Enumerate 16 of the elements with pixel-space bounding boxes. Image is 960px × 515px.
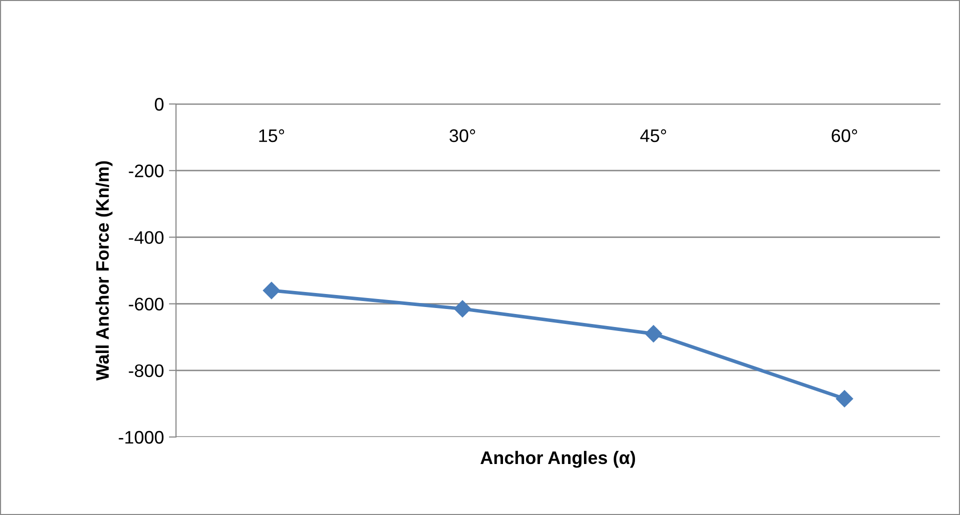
y-tick-label: -200 bbox=[128, 164, 164, 178]
point bbox=[644, 325, 662, 342]
x-axis-title: Anchor Angles (α) bbox=[480, 450, 636, 468]
y-tick-label: -800 bbox=[128, 364, 164, 378]
y-tick-label: -1000 bbox=[118, 430, 164, 444]
y-tick-label: -600 bbox=[128, 298, 164, 311]
point bbox=[836, 390, 854, 408]
point bbox=[262, 282, 280, 300]
y-tick-label: 0 bbox=[154, 98, 164, 111]
y-tick-label: -400 bbox=[128, 231, 164, 244]
x-tick-label: 45° bbox=[640, 129, 666, 142]
x-tick-label: 30° bbox=[450, 129, 476, 142]
x-tick-label: 60° bbox=[832, 129, 858, 142]
y-axis-title: Wall Anchor Force (Kn/m) bbox=[96, 161, 112, 381]
x-tick-label: 15° bbox=[259, 129, 284, 142]
point bbox=[454, 300, 472, 318]
